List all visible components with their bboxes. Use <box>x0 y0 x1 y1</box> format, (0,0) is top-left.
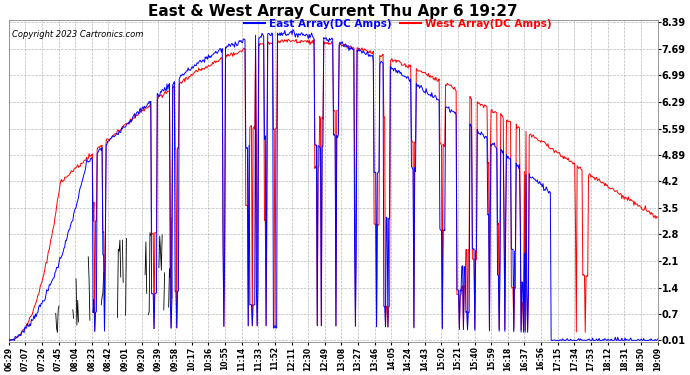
Title: East & West Array Current Thu Apr 6 19:27: East & West Array Current Thu Apr 6 19:2… <box>148 4 518 19</box>
Text: Copyright 2023 Cartronics.com: Copyright 2023 Cartronics.com <box>12 30 144 39</box>
Legend: East Array(DC Amps), West Array(DC Amps): East Array(DC Amps), West Array(DC Amps) <box>244 19 552 29</box>
